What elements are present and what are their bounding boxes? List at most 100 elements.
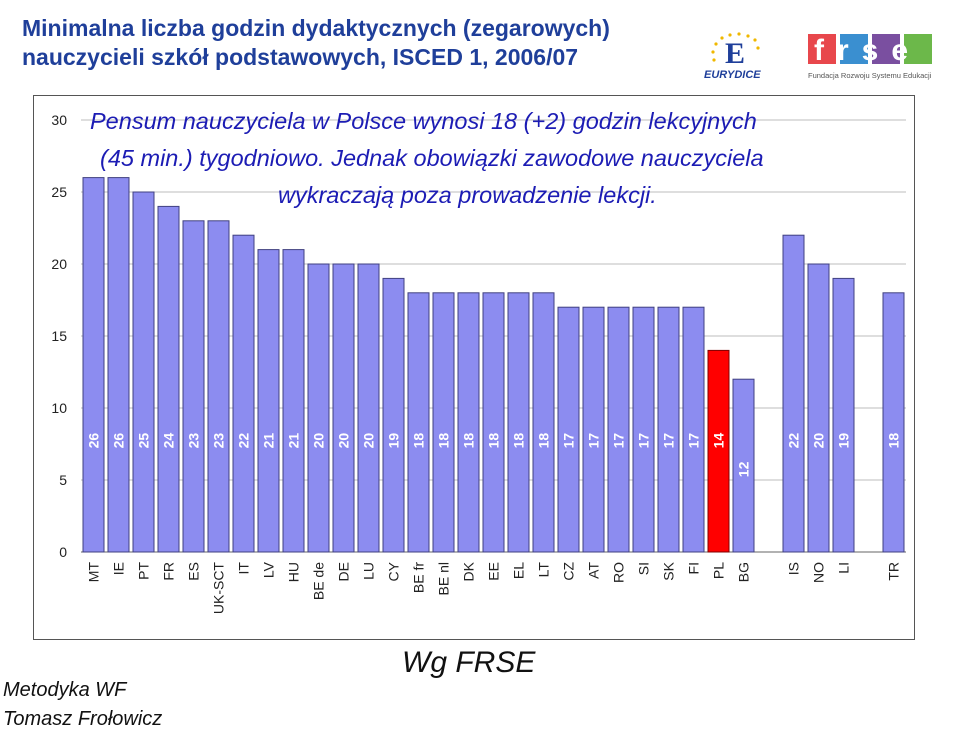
bar-value-label: 20 [311,433,327,449]
x-tick-label: RO [611,562,627,583]
bar [557,306,580,553]
bar [682,306,705,553]
frse-logo: frse Fundacja Rozwoju Systemu Edukacji [808,34,932,80]
bar [357,263,380,553]
x-tick-label: BE de [311,562,327,600]
eurydice-logo: E EURYDICE [704,32,761,81]
x-tick-label: EE [486,562,502,581]
bar-value-label: 18 [411,433,427,449]
bar-value-label: 14 [711,433,727,449]
headline-line-2: (45 min.) tygodniowo. Jednak obowiązki z… [100,145,764,171]
eu-stars-icon [711,32,760,62]
x-tick-label: AT [586,562,602,579]
y-tick-label: 5 [59,472,67,488]
bar-value-label: 22 [786,433,802,449]
bar [157,205,180,553]
bar [582,306,605,553]
frse-label: frse [814,34,921,67]
bar-value-label: 17 [686,433,702,449]
bar-value-label: 23 [186,433,202,449]
chart-headline: Pensum nauczyciela w Polsce wynosi 18 (+… [90,103,930,214]
bar-value-label: 22 [236,433,252,449]
eurydice-letter: E [725,37,745,70]
bar-value-label: 26 [86,433,102,449]
bar-value-label: 18 [461,433,477,449]
eurydice-label: EURYDICE [704,69,761,81]
bar-value-label: 20 [336,433,352,449]
bar [607,306,630,553]
x-tick-label: TR [886,562,902,581]
bar-value-label: 26 [111,433,127,449]
x-tick-label: MT [86,562,102,583]
x-tick-label: SI [636,562,652,575]
bar-value-label: 18 [536,433,552,449]
bar [882,292,905,553]
bar [307,263,330,553]
x-tick-label: ES [186,562,202,581]
bar [782,234,805,553]
bar [182,220,205,553]
chart-frame: 0 5 10 15 20 25 30 26 MT 26 IE 25 PT 24 FR 23 ES 23 UK-SCT… [33,95,915,640]
x-tick-label: DK [461,561,477,581]
bar-value-label: 18 [436,433,452,449]
bar [532,292,555,553]
bar [482,292,505,553]
bar [432,292,455,553]
bar-chart: 0 5 10 15 20 25 30 26 MT 26 IE 25 PT 24 FR 23 ES 23 UK-SCT… [51,112,906,615]
y-tick-label: 30 [51,112,67,128]
x-tick-label: BG [736,562,752,582]
author-line-2: Tomasz Frołowicz [3,708,163,730]
bar-value-label: 23 [211,433,227,449]
x-tick-label: CZ [561,562,577,581]
x-tick-label: LT [536,562,552,578]
headline-line-3: wykraczają poza prowadzenie lekcji. [278,182,657,208]
x-tick-label: NO [811,562,827,583]
y-tick-label: 20 [51,256,67,272]
bar [382,277,405,553]
source-note: Wg FRSE [402,646,536,679]
x-tick-label: FI [686,562,702,574]
bar-value-label: 17 [561,433,577,449]
bar-value-label: 24 [161,433,177,449]
bar-value-label: 18 [486,433,502,449]
x-tick-label: IS [786,562,802,575]
frse-caption: Fundacja Rozwoju Systemu Edukacji [808,71,932,80]
bar [132,191,155,553]
bar [232,234,255,553]
bar [632,306,655,553]
bar [657,306,680,553]
bar [207,220,230,553]
y-tick-label: 10 [51,400,67,416]
bar-value-label: 21 [286,433,302,449]
x-tick-label: SK [661,561,677,580]
bar-value-label: 19 [836,433,852,449]
author-credit: Metodyka WF Tomasz Frołowicz [3,676,162,734]
bar-value-label: 19 [386,433,402,449]
y-tick-label: 0 [59,544,67,560]
x-tick-label: HU [286,562,302,582]
bar [732,378,755,553]
bar-value-label: 18 [511,433,527,449]
y-tick-label: 25 [51,184,67,200]
bar-value-label: 18 [886,433,902,449]
x-tick-label: IE [111,562,127,575]
bar [832,277,855,553]
bar-value-label: 20 [811,433,827,449]
bar [107,177,130,553]
bar-value-label: 17 [636,433,652,449]
bar-value-label: 12 [736,461,752,477]
x-tick-label: LI [836,562,852,574]
bar [707,349,730,553]
bar [507,292,530,553]
bar-value-label: 17 [661,433,677,449]
x-tick-label: BE fr [411,562,427,593]
x-tick-label: EL [511,562,527,579]
x-tick-label: LV [261,561,277,578]
x-tick-label: UK-SCT [211,562,227,615]
title-line-1: Minimalna liczba godzin dydaktycznych (z… [22,15,610,41]
bar-value-label: 17 [611,433,627,449]
x-tick-label: BE nl [436,562,452,595]
x-tick-label: DE [336,562,352,581]
y-tick-label: 15 [51,328,67,344]
bar [282,249,305,553]
